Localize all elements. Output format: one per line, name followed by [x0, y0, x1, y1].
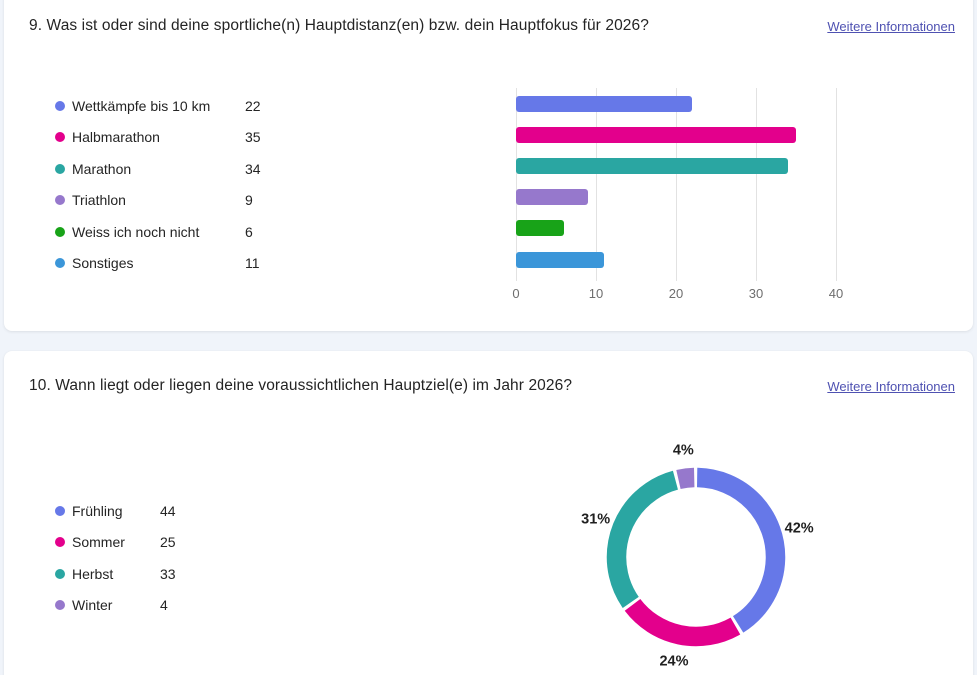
legend-label: Sommer — [72, 534, 125, 551]
legend-color-dot — [55, 568, 65, 579]
legend-count: 11 — [245, 255, 260, 272]
question-10-title: 10. Wann liegt oder liegen deine vorauss… — [29, 377, 573, 394]
q9-legend: Wettkämpfe bis 10 km 22 Halbmarathon 35 Mara… — [55, 90, 261, 279]
q9-bar-chart: 0 10 20 30 40 — [512, 88, 916, 306]
gridline — [596, 88, 597, 281]
legend-color-dot — [55, 537, 65, 548]
legend-label: Frühling — [72, 502, 123, 519]
axis-tick-label: 10 — [588, 286, 604, 301]
gridline — [756, 88, 757, 281]
legend-color-dot — [55, 100, 65, 111]
legend-label: Halbmarathon — [72, 129, 160, 146]
legend-color-dot — [55, 258, 65, 269]
legend-color-dot — [55, 132, 65, 143]
q9-x-axis: 0 10 20 30 40 — [512, 286, 916, 306]
legend-label: Herbst — [72, 565, 114, 582]
legend-item: Marathon 34 — [55, 153, 261, 185]
bar-4 — [516, 220, 564, 237]
legend-item: Frühling 44 — [55, 495, 176, 527]
legend-label: Triathlon — [72, 192, 126, 209]
legend-label: Winter — [72, 597, 113, 614]
donut-slice-0 — [606, 467, 786, 647]
legend-item: Halbmarathon 35 — [55, 122, 261, 154]
donut-percent-label: 42% — [785, 521, 814, 537]
axis-tick-label: 20 — [668, 286, 684, 301]
legend-count: 4 — [160, 597, 168, 614]
donut-slice-3 — [606, 467, 786, 647]
q10-header: 10. Wann liegt oder liegen deine vorauss… — [4, 351, 973, 395]
legend-count: 34 — [245, 160, 261, 177]
q9-more-info-link[interactable]: Weitere Informationen — [827, 19, 955, 34]
legend-item: Herbst 33 — [55, 558, 176, 590]
legend-color-dot — [55, 195, 65, 206]
legend-count: 22 — [245, 97, 261, 114]
bar-3 — [516, 189, 588, 206]
legend-item: Wettkämpfe bis 10 km 22 — [55, 90, 261, 122]
donut-percent-label: 24% — [659, 654, 688, 670]
legend-count: 9 — [245, 192, 253, 209]
gridline — [676, 88, 677, 281]
bar-5 — [516, 251, 604, 268]
question-card-10: 10. Wann liegt oder liegen deine vorauss… — [4, 351, 973, 675]
legend-item: Winter 4 — [55, 590, 176, 622]
q10-donut-chart: 42% 24% 31% 4% — [581, 443, 814, 670]
legend-label: Sonstiges — [72, 255, 134, 272]
legend-color-dot — [55, 600, 65, 611]
legend-color-dot — [55, 505, 65, 516]
question-9-title: 9. Was ist oder sind deine sportliche(n)… — [29, 17, 649, 34]
legend-label: Wettkämpfe bis 10 km — [72, 97, 211, 114]
q9-bar-plot — [516, 88, 916, 281]
gridline — [516, 88, 517, 281]
bar-1 — [516, 127, 796, 144]
q10-more-info-link[interactable]: Weitere Informationen — [827, 379, 955, 394]
q10-legend: Frühling 44 Sommer 25 Herbst 33 Winter 4 — [55, 495, 176, 621]
legend-count: 6 — [245, 223, 253, 240]
axis-tick-label: 40 — [828, 286, 844, 301]
legend-item: Sonstiges 11 — [55, 248, 261, 280]
legend-item: Triathlon 9 — [55, 185, 261, 217]
bar-0 — [516, 96, 692, 112]
legend-label: Weiss ich noch nicht — [72, 223, 200, 240]
donut-percent-label: 4% — [673, 443, 694, 459]
axis-tick-label: 30 — [748, 286, 764, 301]
legend-item: Weiss ich noch nicht 6 — [55, 216, 261, 248]
legend-color-dot — [55, 163, 65, 174]
q9-header: 9. Was ist oder sind deine sportliche(n)… — [4, 0, 973, 35]
legend-count: 44 — [160, 502, 176, 519]
legend-item: Sommer 25 — [55, 527, 176, 559]
legend-count: 25 — [160, 534, 176, 551]
donut-percent-label: 31% — [581, 512, 610, 528]
donut-slice-2 — [606, 467, 786, 647]
bar-2 — [516, 158, 788, 175]
gridline — [836, 88, 837, 281]
axis-tick-label: 0 — [512, 286, 520, 301]
legend-label: Marathon — [72, 160, 132, 177]
question-card-9: 9. Was ist oder sind deine sportliche(n)… — [4, 0, 973, 331]
legend-count: 33 — [160, 565, 176, 582]
legend-count: 35 — [245, 129, 261, 146]
legend-color-dot — [55, 226, 65, 237]
